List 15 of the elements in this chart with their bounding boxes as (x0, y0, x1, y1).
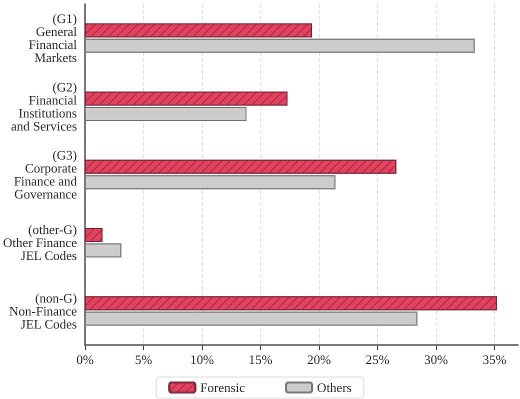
x-tick-label: 5% (134, 352, 152, 367)
x-tick-label: 35% (482, 352, 507, 367)
legend-label: Forensic (200, 380, 246, 395)
y-tick-label: (non-G) Non-Finance JEL Codes (9, 290, 78, 332)
x-tick-label: 20% (307, 352, 332, 367)
y-tick-label: (other-G) Other Finance JEL Codes (2, 222, 78, 264)
y-tick-label: (G3) Corporate Finance and Governance (14, 148, 78, 202)
legend-label: Others (317, 380, 352, 395)
y-tick-label: (G2) Financial Institutions and Services (10, 79, 78, 134)
x-tick-label: 0% (76, 352, 94, 367)
x-tick-label: 15% (248, 352, 273, 367)
x-tick-label: 30% (424, 352, 448, 367)
x-tick-label: 25% (366, 352, 390, 367)
x-tick-label: 10% (190, 352, 214, 367)
y-tick-label: (G1) General Financial Markets (28, 11, 78, 66)
